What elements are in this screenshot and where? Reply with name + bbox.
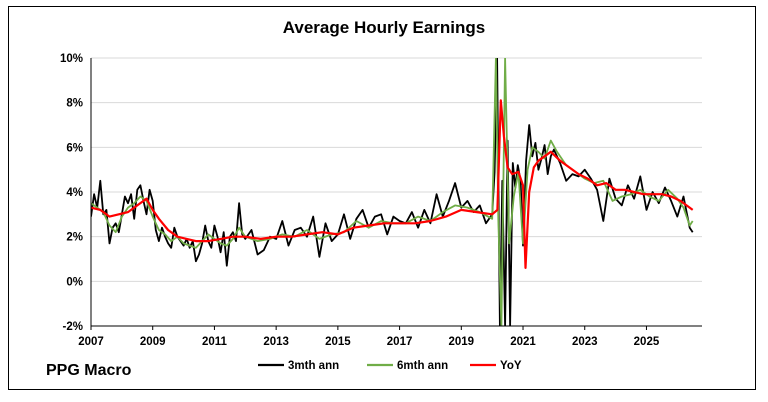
legend-item-yoy: YoY bbox=[470, 360, 522, 372]
series-lines bbox=[91, 58, 694, 326]
gridlines bbox=[91, 57, 702, 282]
legend-label: YoY bbox=[500, 360, 522, 372]
x-tick-label: 2011 bbox=[202, 336, 228, 348]
y-tick-label: 4% bbox=[66, 187, 83, 199]
x-tick-label: 2023 bbox=[572, 336, 598, 348]
x-tick-label: 2025 bbox=[634, 336, 660, 348]
brand-label: PPG Macro bbox=[46, 362, 132, 379]
y-tick-label: -2% bbox=[63, 321, 83, 333]
legend-label: 6mth ann bbox=[397, 360, 448, 372]
x-tick-label: 2009 bbox=[140, 336, 166, 348]
axes bbox=[90, 58, 702, 327]
x-tick-label: 2019 bbox=[449, 336, 475, 348]
x-axis-ticks: 2007 2009 2011 2013 2015 2017 2019 2021 2023 2025 bbox=[78, 326, 660, 348]
y-tick-label: 2% bbox=[66, 232, 83, 244]
legend-label: 3mth ann bbox=[288, 360, 339, 372]
legend: 3mth ann 6mth ann YoY bbox=[258, 360, 522, 372]
x-tick-label: 2017 bbox=[387, 336, 413, 348]
y-tick-label: 10% bbox=[60, 53, 83, 65]
legend-item-3mth: 3mth ann bbox=[258, 360, 339, 372]
y-tick-label: 8% bbox=[66, 98, 83, 110]
x-tick-label: 2021 bbox=[510, 336, 536, 348]
x-tick-label: 2015 bbox=[325, 336, 351, 348]
y-axis-ticks: -2% 0% 2% 4% 6% 8% 10% bbox=[60, 53, 83, 333]
y-tick-label: 6% bbox=[66, 142, 83, 154]
x-tick-label: 2007 bbox=[78, 336, 104, 348]
x-tick-label: 2013 bbox=[263, 336, 289, 348]
series-line-yoy bbox=[91, 99, 694, 269]
legend-item-6mth: 6mth ann bbox=[367, 360, 448, 372]
chart-title: Average Hourly Earnings bbox=[282, 18, 486, 37]
y-tick-label: 0% bbox=[66, 276, 83, 288]
